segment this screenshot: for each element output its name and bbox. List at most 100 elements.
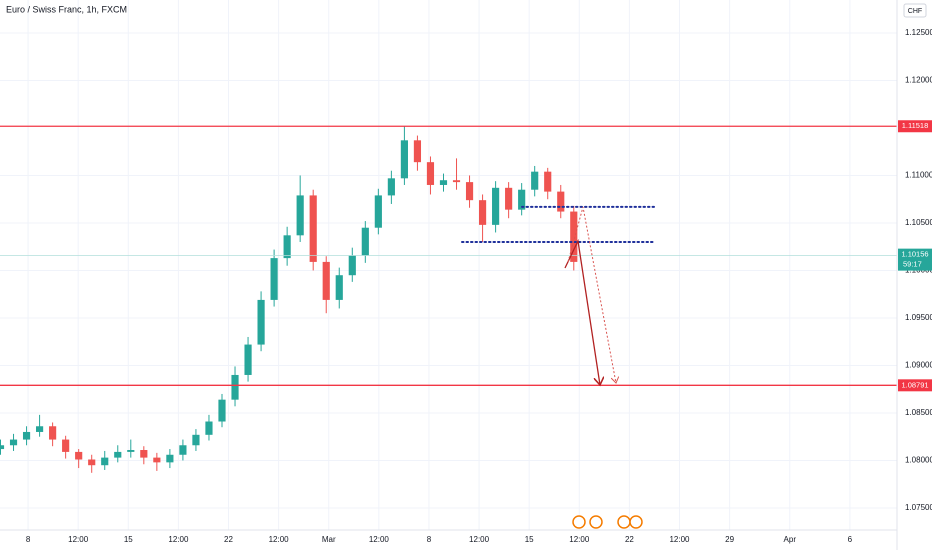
candle-body	[0, 445, 5, 450]
candle	[478, 194, 487, 242]
candle-body	[452, 180, 461, 183]
candle-body	[570, 211, 578, 262]
candle-body	[426, 162, 435, 185]
candle	[0, 439, 5, 455]
candle	[257, 291, 265, 352]
candle-body	[400, 140, 408, 179]
chart-title: Euro / Swiss Franc, 1h, FXCM	[6, 4, 127, 14]
candle	[88, 454, 96, 473]
y-tick-label: 1.08000	[905, 456, 932, 465]
candle-body	[557, 191, 565, 212]
candle	[309, 189, 317, 271]
candle	[374, 188, 382, 235]
currency: CHF	[908, 8, 922, 15]
candle-body	[531, 171, 539, 190]
candle-body	[36, 426, 44, 432]
candle	[153, 452, 161, 471]
candle	[335, 267, 343, 309]
y-tick-label: 1.10500	[905, 218, 932, 227]
y-tick-label: 1.09000	[905, 361, 932, 370]
candle-body	[413, 140, 422, 163]
candle-body	[322, 261, 330, 300]
candle	[9, 433, 18, 451]
candle-body	[505, 187, 513, 210]
candle	[531, 165, 539, 197]
x-tick-label: 22	[224, 535, 233, 544]
candle-body	[231, 374, 239, 400]
candle-body	[361, 227, 369, 256]
y-tick-label: 1.12000	[905, 76, 932, 85]
candle-body	[205, 421, 213, 435]
candle	[544, 167, 552, 200]
candle-body	[192, 434, 200, 446]
candle-body	[270, 258, 278, 300]
candle	[218, 393, 226, 428]
candle	[166, 449, 174, 469]
candle-body	[492, 187, 500, 225]
candle-body	[9, 439, 18, 446]
candle-body	[244, 344, 252, 375]
currency-box[interactable]	[903, 3, 927, 18]
y-tick-label: 1.11000	[905, 171, 932, 180]
candle	[400, 126, 408, 185]
candle	[322, 256, 330, 314]
candle	[557, 184, 565, 219]
candle-body	[218, 399, 226, 422]
candle-body	[127, 450, 135, 452]
candle	[348, 247, 356, 282]
event-icons	[572, 515, 643, 529]
x-tick-label: 15	[525, 535, 534, 544]
x-tick-label: 12:00	[569, 535, 590, 544]
x-tick-label: 22	[625, 535, 634, 544]
candle-body	[465, 182, 474, 201]
level-label-bg	[898, 120, 932, 133]
candle	[426, 156, 435, 195]
candle	[49, 422, 57, 447]
candle	[22, 426, 31, 446]
candle-body	[283, 235, 291, 259]
candle	[192, 429, 200, 451]
arrow	[564, 238, 600, 385]
level-label: 1.11518	[902, 121, 929, 130]
candle	[114, 445, 122, 463]
candle-body	[518, 189, 526, 210]
candle	[296, 175, 304, 242]
x-tick-label: Mar	[322, 535, 336, 544]
x-tick-label: 15	[124, 535, 133, 544]
candle-body	[140, 450, 148, 458]
candle	[439, 173, 448, 192]
last-price: 1.10156	[901, 250, 928, 259]
level-label-bg	[898, 379, 932, 392]
candle-body	[166, 454, 174, 463]
candle	[413, 135, 422, 171]
candle	[570, 205, 578, 271]
x-tick-label: 12:00	[168, 535, 189, 544]
candle-body	[49, 426, 57, 440]
candle-body	[439, 180, 448, 185]
x-tick-label: 12:00	[269, 535, 290, 544]
last-price-bg	[898, 248, 932, 271]
candle-body	[478, 200, 487, 225]
candle-body	[114, 451, 122, 458]
arrow-dotted	[567, 206, 616, 383]
candle-body	[75, 451, 83, 460]
y-tick-label: 1.09500	[905, 313, 932, 322]
candle-body	[153, 457, 161, 463]
y-tick-label: 1.08500	[905, 408, 932, 417]
candle	[36, 414, 44, 437]
x-tick-label: 12:00	[68, 535, 89, 544]
y-tick-label: 1.07500	[905, 503, 932, 512]
candle	[270, 249, 278, 307]
candle	[205, 414, 213, 441]
countdown: 59:17	[903, 260, 922, 269]
candle-body	[88, 459, 96, 466]
x-tick-label: Apr	[784, 535, 797, 544]
candle-body	[335, 275, 343, 300]
candle	[127, 439, 135, 458]
x-tick-label: 12:00	[369, 535, 390, 544]
candle	[62, 435, 70, 459]
candle-body	[544, 171, 552, 192]
x-tick-label: 12:00	[669, 535, 690, 544]
candle	[361, 221, 369, 263]
candle-body	[296, 195, 304, 236]
